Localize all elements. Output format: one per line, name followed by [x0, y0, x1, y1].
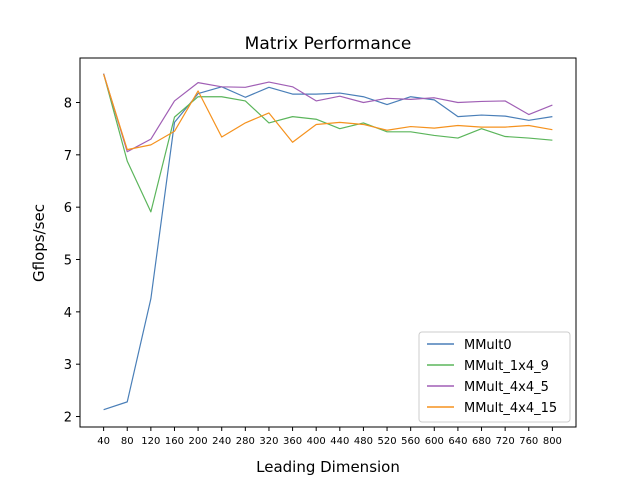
x-tick-label: 680 [472, 436, 491, 447]
x-tick-label: 760 [519, 436, 538, 447]
chart-title: Matrix Performance [245, 34, 412, 54]
plot-frame [79, 57, 577, 428]
y-tick-label: 7 [64, 149, 72, 164]
series-line-2 [103, 73, 553, 153]
legend-items: MMult0 MMult_1x4_9 MMult_4x4_5 MMult_4x4_15 [427, 338, 557, 416]
legend-label: MMult0 [464, 338, 512, 353]
y-tick-label: 6 [64, 201, 72, 216]
legend-label: MMult_1x4_9 [464, 359, 549, 374]
legend: MMult0 MMult_1x4_9 MMult_4x4_5 MMult_4x4_15 [418, 331, 571, 423]
y-tick-label: 4 [64, 306, 72, 321]
legend-label: MMult_4x4_15 [464, 401, 557, 416]
x-tick-label: 560 [401, 436, 420, 447]
x-tick-label: 600 [425, 436, 444, 447]
x-tick-label: 80 [121, 436, 134, 447]
x-tick-label: 200 [189, 436, 208, 447]
series-line-0 [103, 86, 553, 411]
x-tick-label: 720 [496, 436, 515, 447]
x-axis: 40 80 120 160 200 240 280 320 360 400 440 480 520 560… [97, 427, 562, 447]
x-tick-label: 160 [165, 436, 184, 447]
series-line-3 [103, 74, 553, 151]
x-tick-label: 280 [236, 436, 255, 447]
x-tick-label: 320 [259, 436, 278, 447]
x-tick-label: 360 [283, 436, 302, 447]
x-tick-label: 520 [378, 436, 397, 447]
x-tick-label: 400 [307, 436, 326, 447]
x-tick-label: 440 [330, 436, 349, 447]
y-tick-label: 5 [64, 254, 72, 269]
y-tick-label: 2 [64, 411, 72, 426]
series-layer [103, 73, 553, 411]
legend-label: MMult_4x4_5 [464, 380, 549, 395]
legend-box [418, 331, 571, 423]
x-tick-label: 240 [212, 436, 231, 447]
y-tick-label: 8 [64, 96, 72, 111]
y-tick-label: 3 [64, 358, 72, 373]
x-tick-label: 480 [354, 436, 373, 447]
x-axis-label: Leading Dimension [256, 458, 400, 476]
x-tick-label: 120 [141, 436, 160, 447]
x-tick-label: 40 [97, 436, 110, 447]
plot-area [79, 57, 577, 428]
x-tick-label: 640 [448, 436, 467, 447]
y-axis: 2 3 4 5 6 7 8 [64, 96, 80, 426]
series-line-1 [103, 73, 553, 213]
x-tick-label: 800 [543, 436, 562, 447]
y-axis-label: Gflops/sec [30, 204, 48, 282]
